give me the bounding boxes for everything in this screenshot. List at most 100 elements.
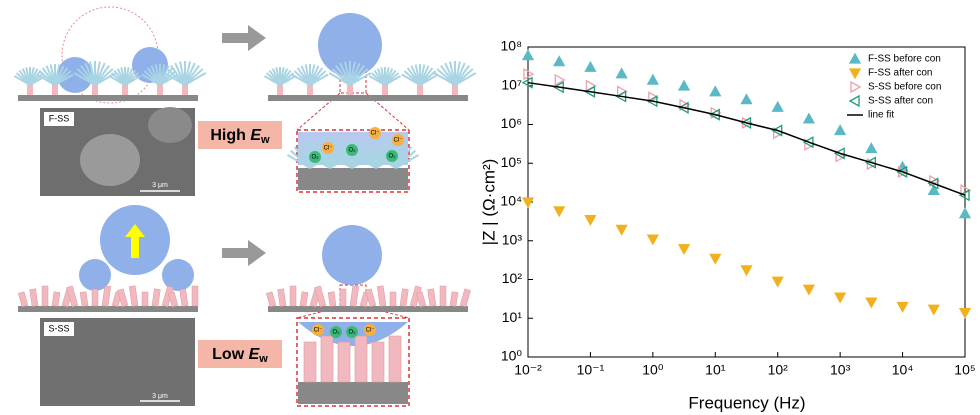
y-tick-label: 10¹ <box>502 309 523 325</box>
rod <box>128 285 139 307</box>
marker <box>927 177 939 190</box>
marker <box>866 158 878 171</box>
marker <box>553 206 566 218</box>
rod <box>29 288 39 307</box>
marker <box>771 276 784 288</box>
rod <box>347 81 353 95</box>
label-subscript: w <box>260 134 270 146</box>
flake <box>375 138 390 169</box>
ion-label: O₂ <box>349 148 357 154</box>
flake <box>395 154 420 169</box>
sem-feature <box>148 107 192 143</box>
ion <box>392 134 404 146</box>
scale-label: 3 μm <box>152 393 168 400</box>
label-subscript: w <box>258 353 268 365</box>
marker <box>709 253 722 265</box>
legend-swatch <box>850 80 862 94</box>
legend-label: F-SS after con <box>868 68 932 79</box>
y-tick-label: 10⁸ <box>501 38 523 54</box>
marker <box>584 215 597 227</box>
y-tick-label: 10⁰ <box>501 348 523 364</box>
x-tick-label: 10² <box>768 362 789 378</box>
rod <box>327 291 337 307</box>
substrate <box>268 306 468 312</box>
rod <box>371 341 385 383</box>
marker <box>958 307 972 319</box>
flake <box>368 136 377 169</box>
marker <box>523 67 535 81</box>
ion <box>330 326 342 338</box>
marker <box>708 108 720 121</box>
marker <box>865 297 878 309</box>
marker <box>958 207 972 219</box>
ion-label: Cl⁻ <box>371 131 380 137</box>
rod <box>182 81 188 95</box>
rod <box>41 285 49 307</box>
rod <box>51 291 61 307</box>
flake <box>329 141 350 169</box>
marker <box>615 67 628 79</box>
legend-swatch <box>848 68 862 80</box>
flake <box>279 75 297 86</box>
flake <box>124 75 142 86</box>
rod <box>191 285 199 307</box>
rod <box>365 288 377 308</box>
marker <box>927 304 940 316</box>
ion <box>322 142 334 154</box>
marker <box>896 301 909 313</box>
flake <box>309 73 329 86</box>
x-tick-label: 10⁰ <box>642 362 664 378</box>
rod <box>303 341 317 383</box>
rod <box>314 285 327 308</box>
flake <box>54 73 74 86</box>
label-symbol: E <box>250 127 262 144</box>
rod <box>459 288 471 308</box>
substrate <box>18 306 198 312</box>
marker <box>648 91 660 104</box>
marker <box>958 189 970 202</box>
rod <box>17 291 29 308</box>
rod <box>27 81 33 95</box>
flake <box>384 75 402 86</box>
rod <box>307 81 313 95</box>
rod <box>299 291 309 307</box>
substrate <box>298 382 408 404</box>
ion <box>386 150 398 162</box>
marker <box>740 93 753 105</box>
marker <box>771 124 783 137</box>
rod <box>439 285 447 307</box>
scale-label: 3 μm <box>152 182 168 189</box>
marker <box>646 95 658 108</box>
ion <box>346 144 358 156</box>
flake <box>419 73 439 86</box>
legend-swatch <box>848 94 860 108</box>
marker <box>615 224 628 236</box>
x-tick-label: 10³ <box>830 362 851 378</box>
zoom-box <box>296 317 410 407</box>
x-axis-title: Frequency (Hz) <box>688 393 805 412</box>
marker <box>677 101 689 114</box>
marker <box>896 165 908 178</box>
x-tick-label: 10⁴ <box>892 362 914 378</box>
ion <box>346 326 358 338</box>
marker <box>553 55 566 67</box>
marker <box>865 156 877 169</box>
marker <box>896 160 909 172</box>
marker <box>677 244 691 256</box>
schematic-structures <box>13 61 477 383</box>
x-tick-label: 10⁻¹ <box>577 362 605 378</box>
marker <box>740 265 753 277</box>
arrow <box>222 25 266 51</box>
energy-label: Low Ew <box>212 346 268 365</box>
flake <box>362 138 377 169</box>
droplet <box>318 13 382 77</box>
sample-label: S-SS <box>48 323 69 333</box>
flake <box>316 138 331 169</box>
rod <box>151 288 161 307</box>
y-tick-label: 10⁴ <box>500 193 522 209</box>
rod <box>277 288 287 307</box>
zoom-line <box>365 92 410 131</box>
marker <box>834 292 847 304</box>
marker <box>554 73 566 87</box>
